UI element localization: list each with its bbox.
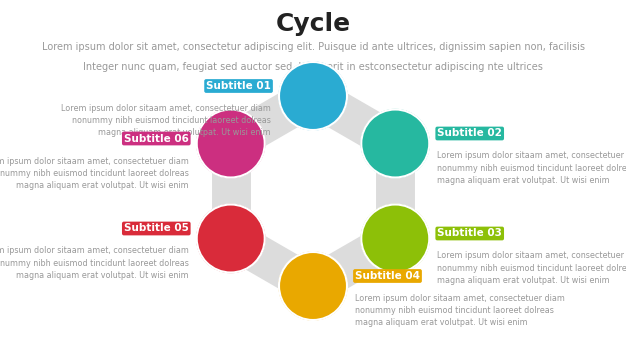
Circle shape <box>279 252 347 320</box>
Text: Subtitle 06: Subtitle 06 <box>124 133 188 144</box>
Text: Lorem ipsum dolor sitaam amet, consectetuer diam
nonummy nibh euismod tincidunt : Lorem ipsum dolor sitaam amet, consectet… <box>438 251 626 285</box>
Text: Subtitle 05: Subtitle 05 <box>124 224 188 233</box>
Text: Subtitle 01: Subtitle 01 <box>206 81 271 91</box>
Text: Lorem ipsum dolor sitaam amet, consectetuer diam
nonummy nibh euismod tincidunt : Lorem ipsum dolor sitaam amet, consectet… <box>0 157 188 190</box>
Text: Lorem ipsum dolor sit amet, consectetur adipiscing elit. Puisque id ante ultrice: Lorem ipsum dolor sit amet, consectetur … <box>41 42 585 52</box>
Circle shape <box>361 205 429 272</box>
Text: Lorem ipsum dolor sitaam amet, consectetuer diam
nonummy nibh euismod tincidunt : Lorem ipsum dolor sitaam amet, consectet… <box>0 246 188 280</box>
Text: Subtitle 02: Subtitle 02 <box>438 128 502 138</box>
Text: Subtitle 03: Subtitle 03 <box>438 228 502 239</box>
Text: Subtitle 04: Subtitle 04 <box>355 271 420 281</box>
Text: Lorem ipsum dolor sitaam amet, consectetuer diam
nonummy nibh euismod tincidunt : Lorem ipsum dolor sitaam amet, consectet… <box>355 294 565 327</box>
Circle shape <box>361 109 429 177</box>
Text: Integer nunc quam, feugiat sed auctor sed, hendrerit in estconsectetur adipiscin: Integer nunc quam, feugiat sed auctor se… <box>83 62 543 72</box>
Circle shape <box>197 109 265 177</box>
Text: Lorem ipsum dolor sitaam amet, consectetuer diam
nonummy nibh euismod tincidunt : Lorem ipsum dolor sitaam amet, consectet… <box>438 151 626 185</box>
Text: Lorem ipsum dolor sitaam amet, consectetuer diam
nonummy nibh euismod tincidunt : Lorem ipsum dolor sitaam amet, consectet… <box>61 104 271 137</box>
Circle shape <box>197 205 265 272</box>
Circle shape <box>279 62 347 130</box>
Text: Cycle: Cycle <box>275 12 351 36</box>
